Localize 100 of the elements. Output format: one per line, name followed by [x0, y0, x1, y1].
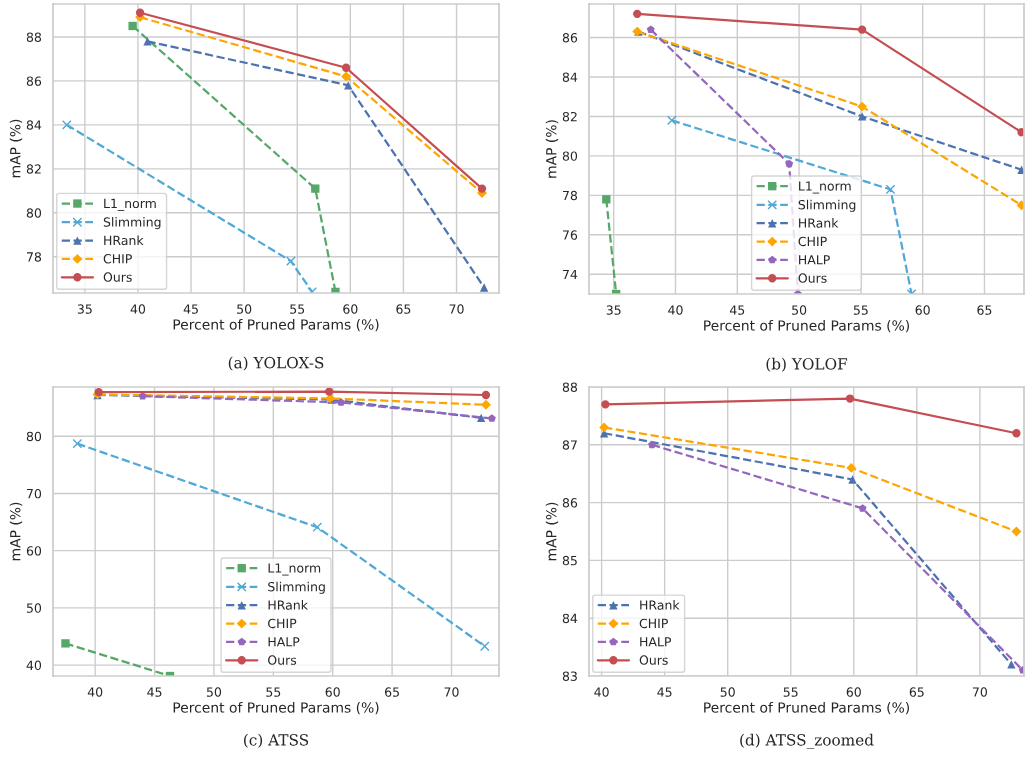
point	[857, 112, 867, 121]
point	[341, 63, 351, 72]
legend-label: HALP	[640, 637, 672, 647]
y-tick-label: 88	[26, 32, 42, 42]
legend-label: HRank	[640, 600, 680, 610]
point	[312, 522, 323, 533]
legend-label: L1_norm	[268, 563, 321, 576]
y-axis-title: mAP (%)	[9, 119, 23, 178]
point	[61, 120, 72, 130]
x-tick-label: 45	[147, 687, 162, 697]
legend-label: CHIP	[798, 236, 827, 247]
y-tick-label: 87	[562, 440, 577, 450]
text: (d) ATSS_zoomed	[740, 733, 874, 750]
y-tick-label: 84	[562, 613, 578, 624]
x-tick-label: 60	[915, 305, 930, 315]
legend-label: HRank	[104, 235, 144, 246]
point	[601, 400, 610, 409]
point	[648, 440, 657, 449]
y-tick-label: 84	[562, 72, 578, 82]
point	[341, 71, 351, 82]
point	[845, 394, 855, 403]
x-axis-title: Percent of Pruned Params (%)	[173, 701, 379, 715]
x-tick-label: 60	[846, 687, 861, 697]
y-tick-label: 80	[26, 431, 42, 442]
x-tick-label: 65	[385, 687, 399, 697]
x-tick-label: 55	[783, 687, 798, 697]
y-tick-label: 76	[563, 230, 578, 240]
point	[477, 184, 487, 193]
legend-label: HRank	[799, 218, 839, 228]
point	[646, 25, 655, 34]
point	[479, 283, 489, 292]
x-tick-label: 40	[87, 687, 103, 697]
y-tick-label: 86	[26, 76, 42, 86]
x-tick-label: 70	[972, 687, 987, 697]
legend-label: L1_norm	[799, 181, 851, 194]
point	[487, 414, 496, 422]
y-tick-label: 80	[562, 151, 578, 161]
x-tick-label: 70	[449, 304, 464, 314]
point	[481, 390, 491, 400]
legend-label: Slimming	[103, 217, 161, 230]
x-tick-label: 45	[183, 304, 198, 314]
y-tick-label: 83	[562, 671, 577, 681]
x-tick-label: 60	[325, 687, 340, 697]
legend-label: HALP	[268, 637, 300, 647]
point	[1007, 660, 1016, 669]
legend-label: CHIP	[639, 618, 668, 629]
legend-label: L1_norm	[104, 198, 156, 211]
point	[1017, 165, 1024, 174]
x-tick-label: 60	[343, 304, 358, 314]
y-tick-label: 78	[563, 190, 578, 201]
text: (c) ATSS	[244, 733, 309, 748]
text: (b) YOLOF	[766, 357, 848, 372]
legend-label: Ours	[798, 273, 827, 283]
y-tick-label: 78	[27, 252, 42, 262]
x-tick-label: 65	[977, 305, 992, 315]
point	[785, 159, 794, 168]
text: (a) YOLOX-S	[228, 356, 324, 371]
x-tick-label: 70	[444, 687, 459, 697]
legend-label: Slimming	[268, 581, 325, 594]
x-axis-title: Percent of Pruned Params (%)	[704, 701, 909, 715]
point	[666, 115, 677, 126]
legend-label: Ours	[268, 655, 297, 665]
x-tick-label: 40	[594, 687, 609, 697]
point	[848, 475, 857, 484]
point	[324, 387, 334, 396]
legend-label: Ours	[639, 655, 668, 665]
y-tick-label: 88	[562, 382, 578, 392]
point	[857, 25, 867, 34]
legend-label: CHIP	[103, 254, 132, 264]
y-tick-label: 82	[26, 164, 41, 174]
y-tick-label: 74	[563, 269, 578, 280]
y-axis-title: mAP (%)	[545, 502, 559, 561]
point	[311, 184, 320, 193]
y-tick-label: 86	[562, 33, 578, 43]
point	[477, 413, 486, 423]
y-tick-label: 60	[26, 546, 42, 556]
x-tick-label: 55	[266, 687, 281, 697]
x-tick-label: 65	[909, 687, 924, 697]
x-tick-label: 65	[396, 304, 411, 314]
x-tick-label: 55	[853, 305, 868, 315]
legend-label: Ours	[103, 272, 132, 282]
x-tick-label: 50	[237, 304, 252, 314]
point	[61, 639, 70, 648]
y-tick-label: 82	[562, 111, 577, 122]
x-tick-label: 45	[657, 687, 672, 697]
point	[143, 37, 152, 46]
point	[128, 21, 137, 31]
x-axis-title: Percent of Pruned Params (%)	[704, 319, 909, 333]
y-tick-label: 80	[26, 208, 42, 218]
legend-label: CHIP	[268, 618, 297, 629]
point	[1012, 429, 1021, 438]
x-tick-label: 50	[720, 687, 735, 697]
y-tick-label: 40	[26, 660, 42, 671]
y-tick-label: 85	[562, 555, 577, 566]
point	[885, 184, 896, 195]
point	[481, 399, 491, 410]
x-tick-label: 35	[77, 304, 92, 314]
x-axis-title: Percent of Pruned Params (%)	[173, 318, 379, 332]
point	[599, 422, 610, 433]
x-tick-label: 50	[206, 687, 222, 697]
